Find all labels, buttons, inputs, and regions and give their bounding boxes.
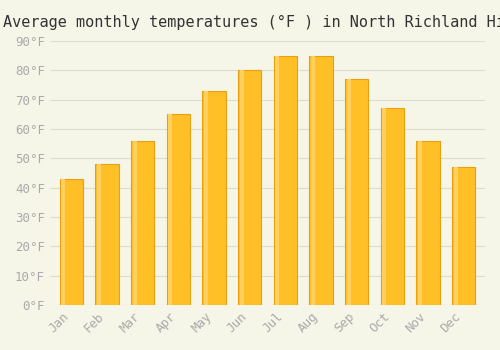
Bar	[380, 108, 404, 305]
Bar	[452, 167, 475, 305]
Bar	[168, 114, 172, 305]
Bar	[274, 56, 297, 305]
Bar	[62, 179, 66, 305]
Bar	[418, 141, 422, 305]
Bar	[204, 91, 208, 305]
Bar	[96, 164, 118, 305]
Bar	[416, 141, 440, 305]
Bar	[311, 56, 315, 305]
Bar	[131, 141, 154, 305]
Bar	[240, 70, 244, 305]
Bar	[202, 91, 226, 305]
Bar	[345, 79, 368, 305]
Bar	[97, 164, 101, 305]
Bar	[454, 167, 458, 305]
Bar	[382, 108, 386, 305]
Bar	[276, 56, 280, 305]
Bar	[60, 179, 83, 305]
Bar	[132, 141, 137, 305]
Bar	[346, 79, 351, 305]
Bar	[310, 56, 332, 305]
Title: Average monthly temperatures (°F ) in North Richland Hills: Average monthly temperatures (°F ) in No…	[3, 15, 500, 30]
Bar	[166, 114, 190, 305]
Bar	[238, 70, 261, 305]
